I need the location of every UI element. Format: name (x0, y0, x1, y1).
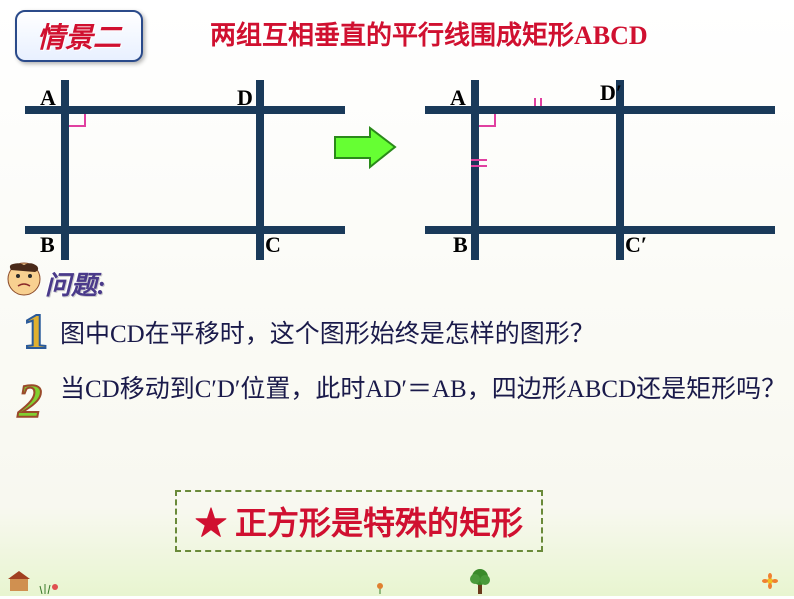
label-B-right: B (453, 232, 468, 258)
label-A-right: A (450, 85, 466, 111)
svg-text:1: 1 (23, 303, 48, 358)
svg-text:2: 2 (17, 375, 42, 428)
scene-badge: 情景二 (15, 10, 143, 62)
number-two-icon: 2 (15, 375, 55, 425)
label-C-left: C (265, 232, 281, 258)
label-D-right: D′ (600, 80, 622, 106)
label-C-right: C′ (625, 232, 647, 258)
scene-badge-text: 情景二 (37, 23, 121, 54)
transform-arrow (330, 125, 400, 170)
star-icon: ★ (195, 505, 227, 541)
left-rect (25, 80, 345, 260)
thinking-face-icon (5, 260, 43, 298)
number-one-icon: 1 (15, 303, 55, 353)
question-label: 问题: (45, 265, 106, 302)
conclusion-box: ★ 正方形是特殊的矩形 (175, 490, 543, 552)
question-1-text: 图中CD在平移时，这个图形始终是怎样的图形？ (60, 315, 595, 355)
footer-decoration (0, 569, 794, 594)
label-D-left: D (237, 85, 253, 111)
question-2-text: 当CD移动到C′D′位置，此时AD′＝AB，四边形ABCD还是矩形吗？ (60, 370, 786, 410)
conclusion-text: 正方形是特殊的矩形 (235, 505, 523, 541)
right-rect (425, 80, 775, 260)
label-A-left: A (40, 85, 56, 111)
label-B-left: B (40, 232, 55, 258)
subtitle: 两组互相垂直的平行线围成矩形ABCD (210, 15, 648, 52)
